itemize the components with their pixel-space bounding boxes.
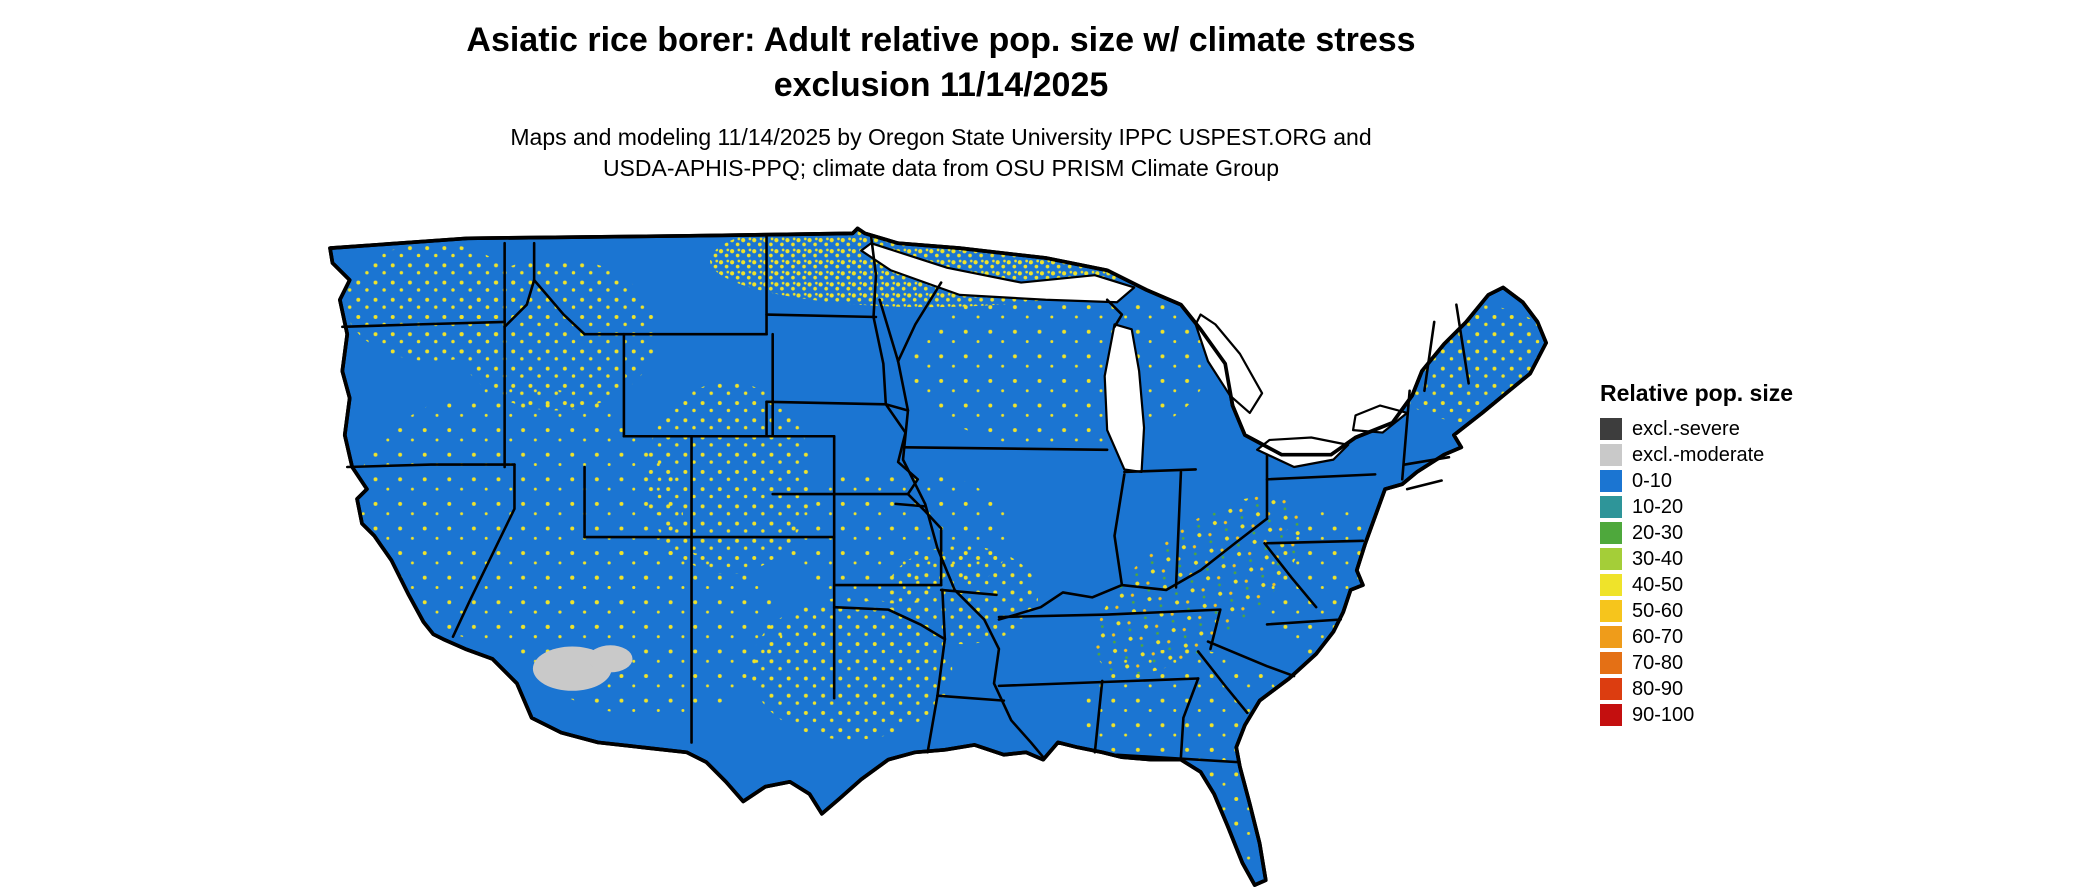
legend-item: 0-10 xyxy=(1600,469,1793,492)
exclusion-moderate-patch-2 xyxy=(588,645,633,673)
legend-item-label: 80-90 xyxy=(1632,677,1684,700)
legend-swatch xyxy=(1600,573,1622,596)
lake-ontario xyxy=(1351,404,1409,434)
legend-swatch xyxy=(1600,547,1622,570)
legend-swatch xyxy=(1600,495,1622,518)
legend-item-label: 0-10 xyxy=(1632,469,1673,492)
legend: Relative pop. size excl.-severe excl.-mo… xyxy=(1600,380,1793,729)
page-title: Asiatic rice borer: Adult relative pop. … xyxy=(0,18,1882,108)
legend-item: 70-80 xyxy=(1600,651,1793,674)
legend-swatch xyxy=(1600,625,1622,648)
legend-item: 30-40 xyxy=(1600,547,1793,570)
legend-item: 10-20 xyxy=(1600,495,1793,518)
legend-item-label: 20-30 xyxy=(1632,521,1684,544)
legend-swatch xyxy=(1600,521,1622,544)
state-borders xyxy=(341,234,1470,764)
legend-swatch xyxy=(1600,599,1622,622)
legend-item: 50-60 xyxy=(1600,599,1793,622)
legend-item-label: 60-70 xyxy=(1632,625,1684,648)
legend-item: 90-100 xyxy=(1600,703,1793,726)
title-line-2: exclusion 11/14/2025 xyxy=(773,65,1109,104)
us-map-container xyxy=(320,226,1550,890)
legend-swatch xyxy=(1600,651,1622,674)
legend-item-label: 90-100 xyxy=(1632,703,1695,726)
legend-item-label: 50-60 xyxy=(1632,599,1684,622)
great-lakes xyxy=(860,242,1409,474)
legend-swatch xyxy=(1600,703,1622,726)
figure-header: Asiatic rice borer: Adult relative pop. … xyxy=(0,18,1882,184)
subtitle-line-2: USDA-APHIS-PPQ; climate data from OSU PR… xyxy=(602,154,1280,181)
us-outline xyxy=(328,226,1548,887)
legend-item: 60-70 xyxy=(1600,625,1793,648)
legend-swatch xyxy=(1600,677,1622,700)
legend-item: 40-50 xyxy=(1600,573,1793,596)
legend-item: excl.-moderate xyxy=(1600,443,1793,466)
legend-item-label: excl.-moderate xyxy=(1632,443,1765,466)
subtitle: Maps and modeling 11/14/2025 by Oregon S… xyxy=(0,122,1882,184)
legend-item: 20-30 xyxy=(1600,521,1793,544)
legend-item: excl.-severe xyxy=(1600,417,1793,440)
legend-item-label: 10-20 xyxy=(1632,495,1684,518)
title-line-1: Asiatic rice borer: Adult relative pop. … xyxy=(466,21,1416,59)
legend-swatch xyxy=(1600,417,1622,440)
legend-item-label: excl.-severe xyxy=(1632,417,1740,440)
lake-huron xyxy=(1194,313,1264,415)
population-speckle-regions xyxy=(344,228,1547,881)
legend-swatch xyxy=(1600,443,1622,466)
legend-title: Relative pop. size xyxy=(1600,380,1794,406)
legend-items: excl.-severe excl.-moderate 0-10 10-20 2… xyxy=(1600,417,1793,726)
subtitle-line-1: Maps and modeling 11/14/2025 by Oregon S… xyxy=(510,123,1372,150)
contiguous-us-map xyxy=(328,226,1548,887)
legend-item-label: 30-40 xyxy=(1632,547,1684,570)
legend-swatch xyxy=(1600,469,1622,492)
legend-item: 80-90 xyxy=(1600,677,1793,700)
legend-item-label: 40-50 xyxy=(1632,573,1684,596)
legend-item-label: 70-80 xyxy=(1632,651,1684,674)
lake-superior xyxy=(860,242,1136,304)
